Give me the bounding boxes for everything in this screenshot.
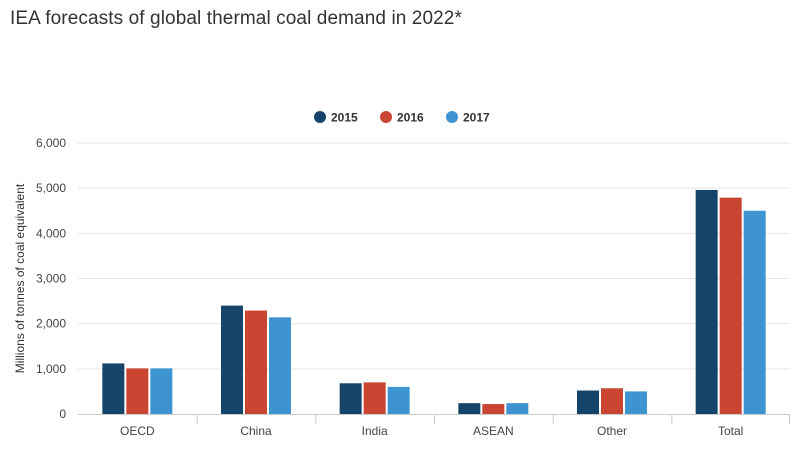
x-tick-label: India <box>362 424 388 438</box>
x-tick-label: China <box>240 424 272 438</box>
legend-label: 2016 <box>397 111 424 125</box>
legend-swatch <box>446 111 458 123</box>
y-tick-label: 4,000 <box>36 226 66 240</box>
bars <box>102 189 766 414</box>
x-tick-label: Total <box>718 424 743 438</box>
bar-2016-total[interactable] <box>719 197 742 414</box>
bar-2016-oecd[interactable] <box>126 368 149 414</box>
bar-2017-india[interactable] <box>387 386 410 414</box>
bar-2016-other[interactable] <box>601 388 623 414</box>
bar-2016-india[interactable] <box>363 382 386 414</box>
bar-2015-china[interactable] <box>221 305 243 414</box>
bar-2017-other[interactable] <box>625 391 647 414</box>
legend-item-2016[interactable]: 2016 <box>380 111 424 125</box>
legend-swatch <box>380 111 392 123</box>
y-tick-label: 0 <box>59 407 66 421</box>
bar-2015-oecd[interactable] <box>102 363 125 414</box>
bar-2017-total[interactable] <box>743 210 766 414</box>
legend-label: 2015 <box>331 111 358 125</box>
bar-2016-china[interactable] <box>245 310 267 414</box>
bar-2017-china[interactable] <box>269 317 291 414</box>
bar-2015-india[interactable] <box>339 383 362 414</box>
y-tick-label: 2,000 <box>36 317 66 331</box>
legend-item-2017[interactable]: 2017 <box>446 111 490 125</box>
y-axis-title: Millions of tonnes of coal equivalent <box>13 183 27 373</box>
legend-swatch <box>314 111 326 123</box>
y-tick-label: 3,000 <box>36 272 66 286</box>
legend-item-2015[interactable]: 2015 <box>314 111 358 125</box>
legend[interactable]: 2015 2016 2017 <box>314 111 490 125</box>
axes: 0 1,000 2,000 3,000 4,000 5,000 6,000 Millions … <box>13 136 790 438</box>
y-tick-label: 6,000 <box>36 136 66 150</box>
legend-label: 2017 <box>463 111 490 125</box>
chart-title: IEA forecasts of global thermal coal dem… <box>10 8 462 29</box>
bar-2015-total[interactable] <box>695 189 718 414</box>
x-tick-label: OECD <box>120 424 155 438</box>
bar-2016-asean[interactable] <box>482 404 505 414</box>
x-tick-label: Other <box>597 424 627 438</box>
gridlines <box>78 142 790 370</box>
bar-2017-oecd[interactable] <box>150 368 173 414</box>
bar-2017-asean[interactable] <box>506 403 529 414</box>
x-tick-label: ASEAN <box>473 424 514 438</box>
y-tick-label: 5,000 <box>36 181 66 195</box>
bar-2015-asean[interactable] <box>458 403 481 414</box>
bar-2015-other[interactable] <box>577 390 599 414</box>
y-tick-label: 1,000 <box>36 362 66 376</box>
